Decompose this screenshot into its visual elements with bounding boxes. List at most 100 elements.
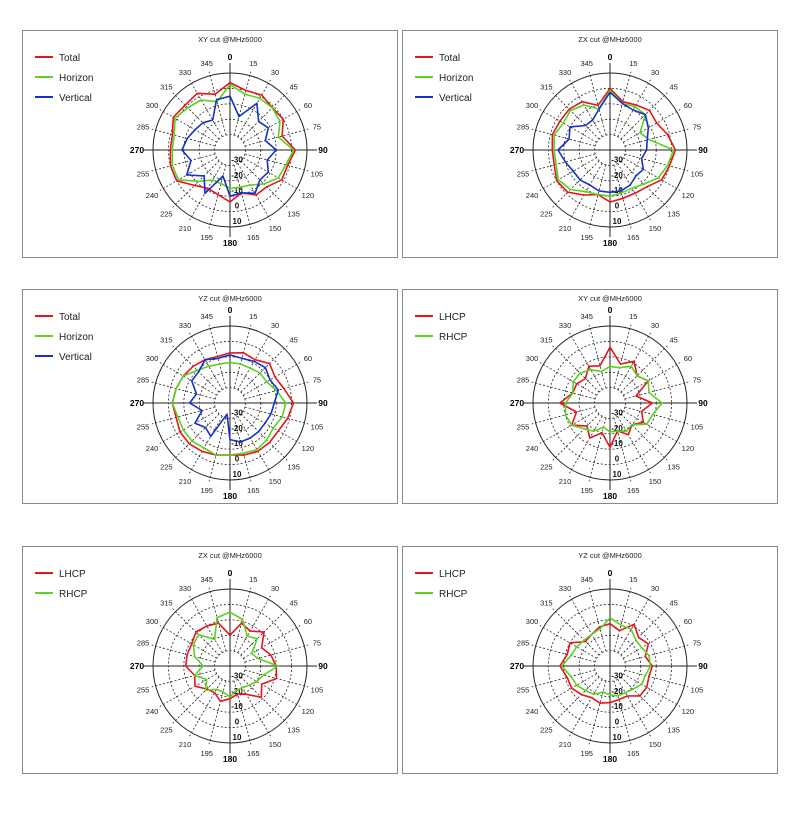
angle-label: 105 xyxy=(691,685,704,694)
grid-spoke xyxy=(588,587,607,652)
legend-label-horizon: Horizon xyxy=(439,73,473,84)
grid-spoke xyxy=(613,417,632,482)
angle-label: 135 xyxy=(667,463,680,472)
angle-label: 105 xyxy=(311,685,324,694)
angle-label: 210 xyxy=(179,740,192,749)
angle-label: 330 xyxy=(559,321,572,330)
grid-spoke xyxy=(588,164,607,229)
grid-spoke xyxy=(623,362,681,396)
angle-label: 255 xyxy=(137,422,150,431)
grid-spoke xyxy=(539,157,597,191)
legend-label-rhcp: RHCP xyxy=(439,332,468,343)
grid-spoke xyxy=(159,157,217,191)
angle-label: 195 xyxy=(580,486,593,495)
angle-label: 270 xyxy=(130,398,144,408)
grid-spoke xyxy=(240,413,288,461)
radial-tick-label: -20 xyxy=(231,424,243,433)
series-line-rhcp xyxy=(561,617,652,697)
angle-label: 345 xyxy=(200,59,213,68)
angle-label: 180 xyxy=(223,754,237,764)
chart-title: YZ cut @MHz6000 xyxy=(198,294,261,303)
grid-spoke xyxy=(159,625,217,659)
angle-label: 135 xyxy=(287,726,300,735)
polar-chart-xy-total: XY cut @MHz6000 0 15 30 45 60 75 90 105 120 135 150… xyxy=(22,30,398,258)
angle-label: 30 xyxy=(271,321,279,330)
grid-spoke xyxy=(623,625,681,659)
legend-label-rhcp: RHCP xyxy=(439,589,468,600)
polar-chart-svg: ZX cut @MHz6000 0 15 30 45 60 75 90 105 120 135 150… xyxy=(35,551,328,764)
angle-label: 120 xyxy=(682,191,695,200)
angle-label: 90 xyxy=(318,145,328,155)
grid-spoke xyxy=(233,71,252,136)
angle-label: 300 xyxy=(146,101,159,110)
angle-label: 105 xyxy=(311,169,324,178)
angle-label: 150 xyxy=(649,224,662,233)
polar-chart-zx-circular: ZX cut @MHz6000 0 15 30 45 60 75 90 105 120 135 150… xyxy=(22,546,398,774)
angle-label: 30 xyxy=(271,584,279,593)
grid-spoke xyxy=(159,673,217,707)
angle-label: 15 xyxy=(249,312,257,321)
grid-spoke xyxy=(172,413,220,461)
angle-label: 210 xyxy=(559,224,572,233)
radial-tick-label: 10 xyxy=(233,217,242,226)
grid-spoke xyxy=(620,676,668,724)
angle-label: 75 xyxy=(693,639,701,648)
grid-spoke xyxy=(539,109,597,143)
grid-spoke xyxy=(189,679,223,737)
angle-label: 330 xyxy=(559,584,572,593)
angle-label: 195 xyxy=(200,749,213,758)
angle-label: 30 xyxy=(651,68,659,77)
angle-label: 240 xyxy=(526,707,539,716)
grid-spoke xyxy=(189,416,223,474)
angle-label: 75 xyxy=(693,123,701,132)
grid-spoke xyxy=(531,644,596,663)
polar-chart-zx-total: ZX cut @MHz6000 0 15 30 45 60 75 90 105 120 135 150… xyxy=(402,30,778,258)
angle-label: 315 xyxy=(540,335,553,344)
angle-label: 240 xyxy=(146,444,159,453)
angle-label: 255 xyxy=(517,422,530,431)
radial-tick-label: 0 xyxy=(615,455,620,464)
radial-tick-label: -10 xyxy=(231,702,243,711)
radial-tick-label: -10 xyxy=(231,186,243,195)
grid-spoke xyxy=(243,625,301,659)
legend-label-lhcp: LHCP xyxy=(59,569,86,580)
radial-tick-label: -20 xyxy=(611,171,623,180)
grid-spoke xyxy=(172,160,220,208)
angle-label: 315 xyxy=(160,598,173,607)
angle-label: 90 xyxy=(698,661,708,671)
angle-label: 105 xyxy=(691,169,704,178)
angle-label: 45 xyxy=(289,82,297,91)
angle-label: 225 xyxy=(160,726,173,735)
legend-label-total: Total xyxy=(59,312,80,323)
grid-spoke xyxy=(237,163,271,221)
radial-tick-label: 0 xyxy=(615,202,620,211)
angle-label: 270 xyxy=(510,145,524,155)
angle-label: 75 xyxy=(313,376,321,385)
angle-label: 195 xyxy=(580,233,593,242)
grid-spoke xyxy=(588,417,607,482)
series-line-lhcp xyxy=(184,622,278,703)
polar-chart-svg: YZ cut @MHz6000 0 15 30 45 60 75 90 105 120 135 150… xyxy=(415,551,708,764)
grid-spoke xyxy=(237,416,271,474)
grid-spoke xyxy=(159,410,217,444)
grid-spoke xyxy=(244,128,309,147)
angle-label: 0 xyxy=(608,568,613,578)
grid-spoke xyxy=(617,79,651,137)
grid-spoke xyxy=(151,406,216,425)
angle-label: 270 xyxy=(130,661,144,671)
angle-label: 285 xyxy=(517,376,530,385)
grid-spoke xyxy=(189,79,223,137)
angle-label: 30 xyxy=(651,321,659,330)
angle-label: 210 xyxy=(179,477,192,486)
grid-spoke xyxy=(240,345,288,393)
grid-spoke xyxy=(233,324,252,389)
angle-label: 180 xyxy=(603,238,617,248)
radial-tick-label: -30 xyxy=(231,671,243,680)
radial-tick-label: -30 xyxy=(611,408,623,417)
angle-label: 105 xyxy=(691,422,704,431)
grid-spoke xyxy=(244,406,309,425)
angle-label: 210 xyxy=(559,477,572,486)
radial-tick-label: -20 xyxy=(611,424,623,433)
angle-label: 45 xyxy=(289,598,297,607)
grid-spoke xyxy=(552,676,600,724)
